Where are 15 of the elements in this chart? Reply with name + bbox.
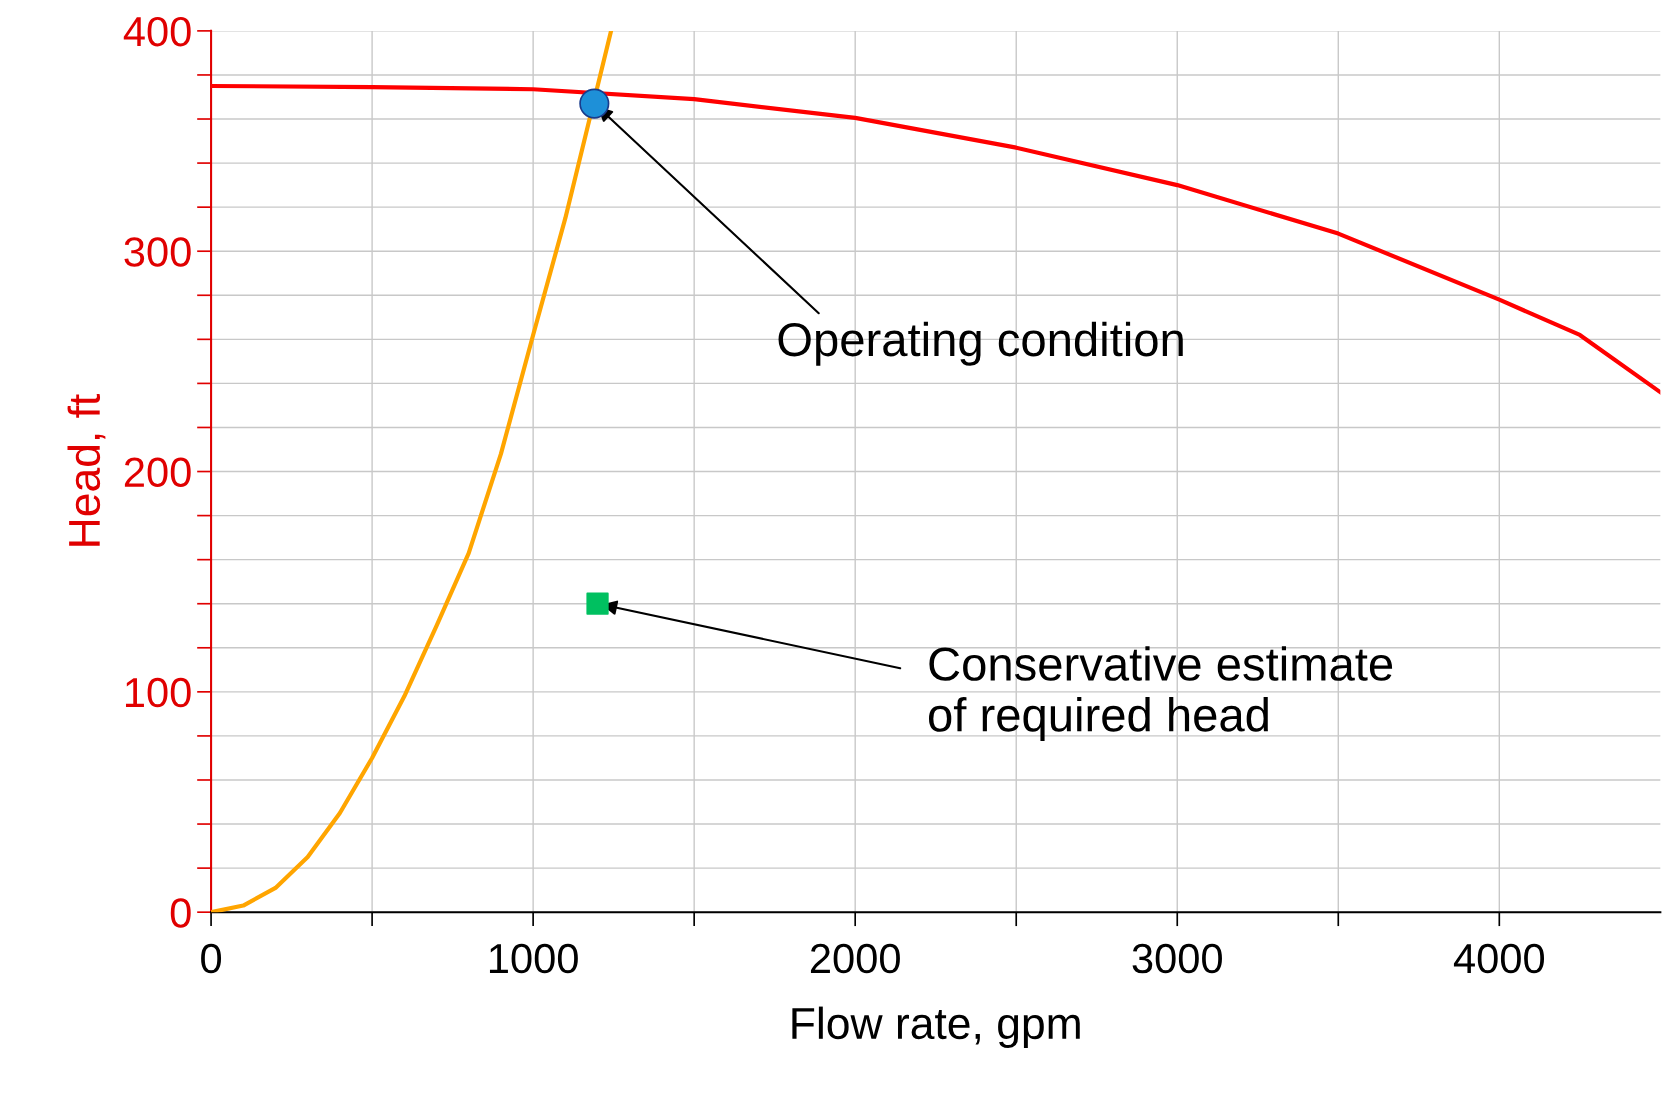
- annotation: Conservative estimate of required head: [929, 646, 1393, 742]
- x-tick-label: 1000: [489, 943, 578, 974]
- y-tick-label: 0: [170, 898, 191, 928]
- x-tick-label: 4000: [1453, 943, 1545, 974]
- y-tick-label: 200: [124, 457, 191, 488]
- x-axis-title: Flow rate, gpm: [792, 1006, 1080, 1049]
- y-tick-label: 300: [124, 237, 191, 267]
- y-tick-label: 100: [125, 677, 191, 708]
- x-tick-label: 3000: [1132, 943, 1222, 974]
- x-tick-label: 2000: [810, 943, 900, 974]
- line-series: [211, 83, 1661, 395]
- annotation: Operating condition: [778, 321, 1183, 366]
- y-tick-label: 400: [123, 16, 191, 47]
- x-tick-label: 0: [201, 943, 222, 974]
- y-axis-title: Head, ft: [67, 394, 106, 546]
